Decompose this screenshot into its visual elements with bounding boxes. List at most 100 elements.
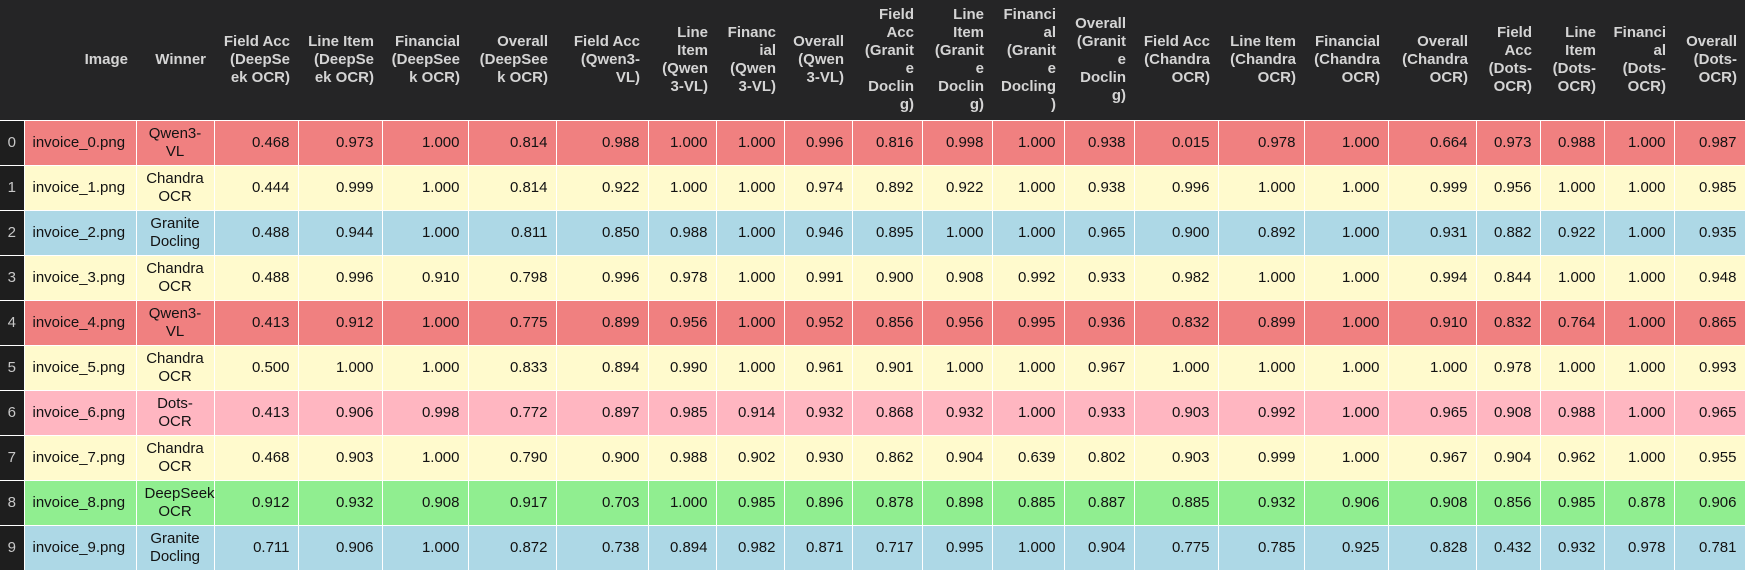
metric-value-cell: 0.738 <box>555 525 649 571</box>
metric-value-cell: 0.892 <box>851 165 923 211</box>
metric-value-cell: 0.994 <box>1387 255 1477 301</box>
metric-value-cell: 1.000 <box>1303 390 1389 436</box>
column-header: Field Acc (Granite Docling) <box>852 0 922 121</box>
metric-value-cell: 0.932 <box>921 390 993 436</box>
metric-value-cell: 0.965 <box>1673 390 1745 436</box>
metric-value-cell: 1.000 <box>715 210 785 256</box>
table-header: Image Winner Field Acc (DeepSeek OCR) Line … <box>0 0 1745 121</box>
metric-value-cell: 0.948 <box>1673 255 1745 301</box>
metric-value-cell: 0.900 <box>1133 210 1219 256</box>
winner-cell: DeepSeek OCR <box>135 480 215 526</box>
metric-value-cell: 1.000 <box>381 345 469 391</box>
metric-value-cell: 0.775 <box>1133 525 1219 571</box>
metric-value-cell: 0.956 <box>1475 165 1541 211</box>
metric-value-cell: 0.912 <box>213 480 299 526</box>
winner-cell: Granite Docling <box>135 525 215 571</box>
metric-value-cell: 0.992 <box>1217 390 1305 436</box>
metric-value-cell: 0.993 <box>1673 345 1745 391</box>
metric-value-cell: 0.908 <box>1475 390 1541 436</box>
metric-value-cell: 0.996 <box>297 255 383 301</box>
image-filename-cell: invoice_8.png <box>23 480 137 526</box>
metric-value-cell: 0.965 <box>1387 390 1477 436</box>
image-filename-cell: invoice_9.png <box>23 525 137 571</box>
metric-value-cell: 0.961 <box>783 345 853 391</box>
row-index: 1 <box>0 165 25 211</box>
metric-value-cell: 0.711 <box>213 525 299 571</box>
metric-value-cell: 0.985 <box>1673 165 1745 211</box>
metric-value-cell: 0.930 <box>783 435 853 481</box>
metric-value-cell: 0.978 <box>647 255 717 301</box>
metric-value-cell: 0.932 <box>783 390 853 436</box>
metric-value-cell: 1.000 <box>1603 435 1675 481</box>
metric-value-cell: 0.772 <box>467 390 557 436</box>
metric-value-cell: 0.965 <box>1063 210 1135 256</box>
winner-cell: Chandra OCR <box>135 345 215 391</box>
metric-value-cell: 0.878 <box>851 480 923 526</box>
metric-value-cell: 1.000 <box>921 345 993 391</box>
metric-value-cell: 0.988 <box>1539 120 1605 166</box>
metric-value-cell: 0.814 <box>467 120 557 166</box>
metric-value-cell: 0.717 <box>851 525 923 571</box>
column-header: Financial (Dots-OCR) <box>1604 0 1674 121</box>
row-index: 4 <box>0 300 25 346</box>
metric-value-cell: 1.000 <box>1387 345 1477 391</box>
metric-value-cell: 0.996 <box>1133 165 1219 211</box>
metric-value-cell: 1.000 <box>1217 345 1305 391</box>
metric-value-cell: 1.000 <box>991 390 1065 436</box>
metric-value-cell: 0.932 <box>1217 480 1305 526</box>
metric-value-cell: 0.978 <box>1475 345 1541 391</box>
winner-cell: Qwen3-VL <box>135 300 215 346</box>
metric-value-cell: 0.775 <box>467 300 557 346</box>
table-row: 9 invoice_9.png Granite Docling 0.711 0.906 1… <box>0 525 1745 571</box>
metric-value-cell: 0.933 <box>1063 390 1135 436</box>
metric-value-cell: 1.000 <box>715 300 785 346</box>
metric-value-cell: 0.887 <box>1063 480 1135 526</box>
winner-cell: Chandra OCR <box>135 435 215 481</box>
metric-value-cell: 0.952 <box>783 300 853 346</box>
metric-value-cell: 0.844 <box>1475 255 1541 301</box>
metric-value-cell: 0.902 <box>715 435 785 481</box>
row-index: 2 <box>0 210 25 256</box>
metric-value-cell: 0.872 <box>467 525 557 571</box>
metric-value-cell: 0.882 <box>1475 210 1541 256</box>
metric-value-cell: 1.000 <box>1303 345 1389 391</box>
image-filename-cell: invoice_0.png <box>23 120 137 166</box>
table-row: 6 invoice_6.png Dots-OCR 0.413 0.906 0.998 0.7… <box>0 390 1745 436</box>
metric-value-cell: 0.488 <box>213 210 299 256</box>
metric-value-cell: 0.908 <box>1387 480 1477 526</box>
winner-cell: Dots-OCR <box>135 390 215 436</box>
image-filename-cell: invoice_1.png <box>23 165 137 211</box>
metric-value-cell: 1.000 <box>1603 390 1675 436</box>
metric-value-cell: 0.906 <box>297 390 383 436</box>
metric-value-cell: 0.978 <box>1603 525 1675 571</box>
metric-value-cell: 0.910 <box>381 255 469 301</box>
column-header: Financial (Qwen3-VL) <box>716 0 784 121</box>
metric-value-cell: 0.936 <box>1063 300 1135 346</box>
metric-value-cell: 0.833 <box>467 345 557 391</box>
column-header: Field Acc (Dots-OCR) <box>1476 0 1540 121</box>
column-header: Financial (Granite Docling) <box>992 0 1064 121</box>
row-index: 0 <box>0 120 25 166</box>
metric-value-cell: 0.962 <box>1539 435 1605 481</box>
metric-value-cell: 1.000 <box>381 525 469 571</box>
metric-value-cell: 0.664 <box>1387 120 1477 166</box>
metric-value-cell: 0.938 <box>1063 165 1135 211</box>
metric-value-cell: 0.999 <box>1387 165 1477 211</box>
metric-value-cell: 0.468 <box>213 120 299 166</box>
metric-value-cell: 0.922 <box>555 165 649 211</box>
metric-value-cell: 0.856 <box>851 300 923 346</box>
metric-value-cell: 0.899 <box>555 300 649 346</box>
metric-value-cell: 0.912 <box>297 300 383 346</box>
column-header: Image <box>24 0 136 121</box>
winner-cell: Granite Docling <box>135 210 215 256</box>
column-header: Financial (Chandra OCR) <box>1304 0 1388 121</box>
metric-value-cell: 0.904 <box>1063 525 1135 571</box>
metric-value-cell: 0.828 <box>1387 525 1477 571</box>
metric-value-cell: 0.910 <box>1387 300 1477 346</box>
image-filename-cell: invoice_5.png <box>23 345 137 391</box>
column-header: Line Item (Granite Docling) <box>922 0 992 121</box>
metric-value-cell: 0.985 <box>1539 480 1605 526</box>
metric-value-cell: 1.000 <box>1303 210 1389 256</box>
metric-value-cell: 0.933 <box>1063 255 1135 301</box>
image-filename-cell: invoice_2.png <box>23 210 137 256</box>
